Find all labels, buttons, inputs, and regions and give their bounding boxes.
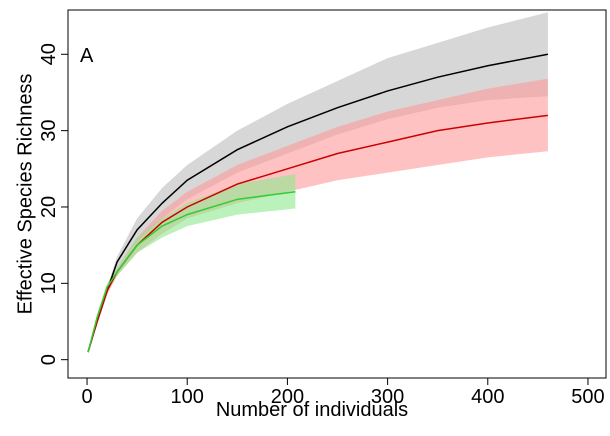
confidence-band [88,174,296,353]
plot-frame [67,9,607,379]
y-axis-label: Effective Species Richness [14,74,36,315]
y-tick-label: 20 [38,196,60,218]
x-axis-label: Number of individuals [216,399,408,421]
y-tick-label: 0 [38,354,60,365]
y-tick-label: 10 [38,272,60,294]
confidence-band [88,78,548,353]
series-line [87,190,296,353]
y-tick-label: 40 [38,43,60,65]
x-tick-label: 0 [81,386,92,408]
y-tick-label: 30 [38,120,60,142]
panel-label: A [80,45,94,67]
x-tick-label: 400 [471,386,504,408]
series-line [87,53,549,353]
x-tick-label: 100 [171,386,204,408]
x-tick-label: 300 [371,386,404,408]
x-tick-label: 500 [571,386,604,408]
series-line [87,114,548,353]
confidence-band [88,12,548,353]
x-tick-label: 200 [271,386,304,408]
